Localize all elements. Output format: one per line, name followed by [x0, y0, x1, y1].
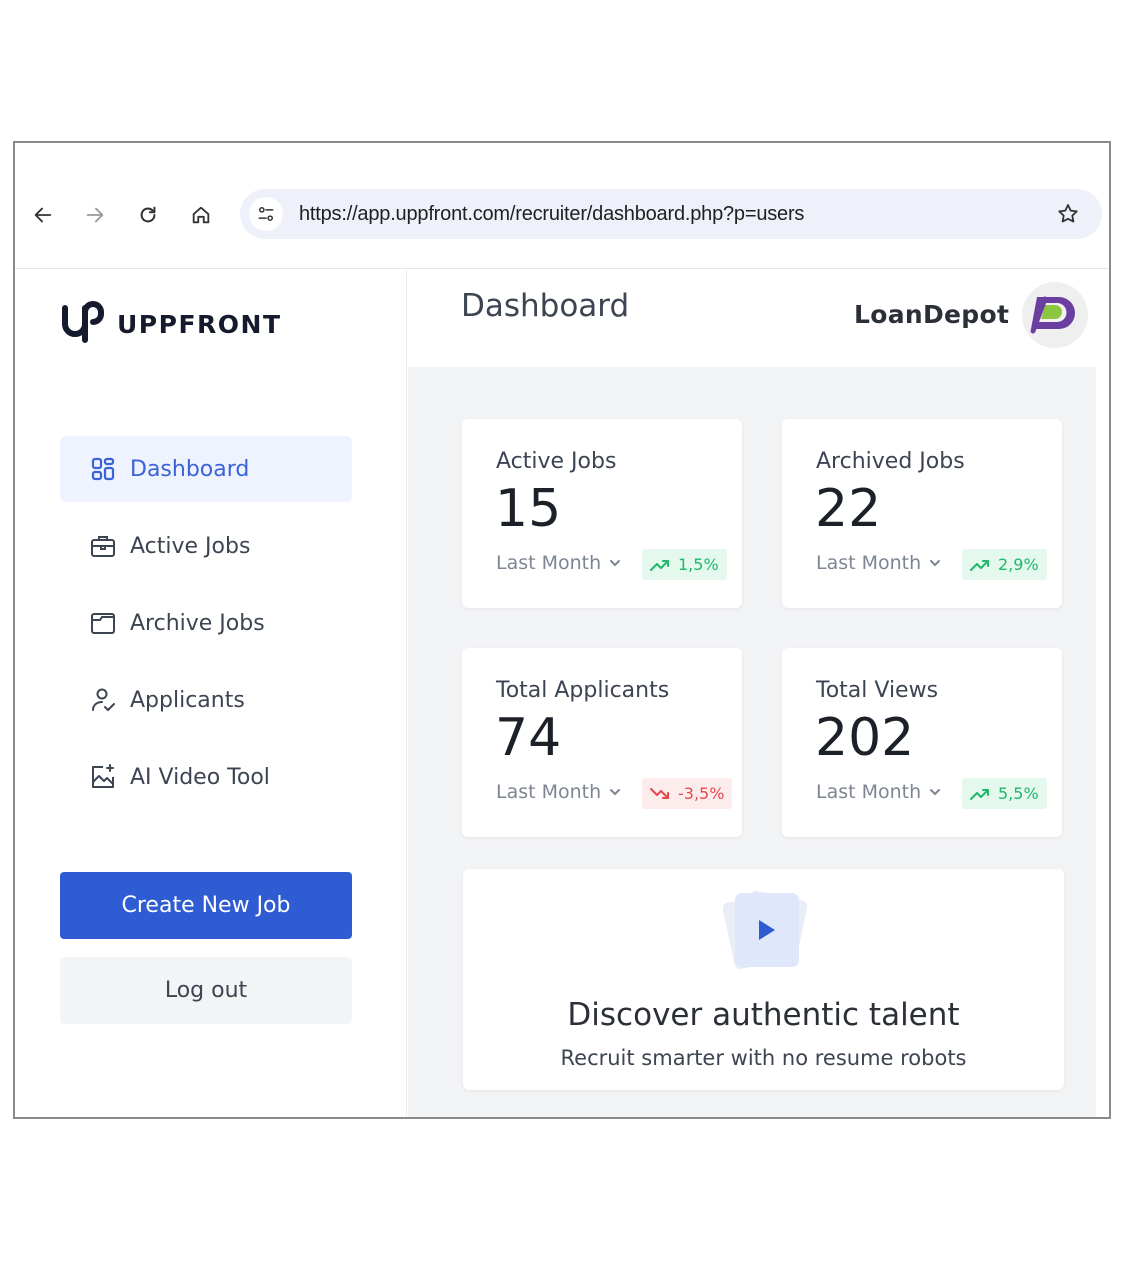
sidebar-item-active-jobs[interactable]: Active Jobs: [60, 513, 352, 579]
main-content: Active Jobs 15 Last Month 1,5% Archived …: [408, 367, 1096, 1117]
sidebar-item-label: AI Video Tool: [130, 764, 270, 790]
browser-toolbar: https://app.uppfront.com/recruiter/dashb…: [15, 143, 1109, 269]
sidebar-menu: Dashboard Active Jobs Archive Jobs Appli…: [60, 436, 352, 821]
promo-card: Discover authentic talent Recruit smarte…: [463, 869, 1064, 1090]
brand-name: UPPFRONT: [117, 309, 282, 339]
play-video-icon: [722, 890, 808, 970]
sidebar: UPPFRONT Dashboard Active Jobs Archive J…: [15, 270, 407, 1117]
stat-value: 22: [815, 479, 882, 539]
stat-card-total-views[interactable]: Total Views 202 Last Month 5,5%: [782, 648, 1062, 837]
arrow-left-icon: [34, 207, 52, 223]
stat-card-active-jobs[interactable]: Active Jobs 15 Last Month 1,5%: [462, 419, 742, 608]
trend-value: 2,9%: [998, 555, 1039, 574]
stat-value: 202: [815, 708, 915, 768]
trend-badge: 1,5%: [642, 549, 727, 580]
chevron-down-icon: [930, 560, 941, 567]
period-label: Last Month: [496, 552, 602, 574]
trend-badge: -3,5%: [642, 778, 733, 809]
stat-value: 74: [495, 708, 562, 768]
trend-up-icon: [650, 559, 669, 571]
page-header: Dashboard LoanDepot: [408, 270, 1109, 367]
avatar[interactable]: [1022, 282, 1088, 348]
stat-title: Active Jobs: [496, 449, 617, 474]
tune-icon: [258, 207, 274, 221]
sidebar-item-archive-jobs[interactable]: Archive Jobs: [60, 590, 352, 656]
stat-title: Archived Jobs: [816, 449, 965, 474]
stat-title: Total Views: [816, 678, 939, 703]
trend-value: 1,5%: [678, 555, 719, 574]
user-check-icon: [88, 685, 118, 715]
period-dropdown[interactable]: Last Month: [496, 552, 622, 574]
reload-button[interactable]: [134, 201, 162, 229]
arrow-right-icon: [86, 207, 104, 223]
back-button[interactable]: [29, 201, 57, 229]
chevron-down-icon: [610, 560, 621, 567]
sidebar-item-label: Archive Jobs: [130, 610, 265, 636]
trend-value: 5,5%: [998, 784, 1039, 803]
page-title: Dashboard: [461, 288, 630, 324]
period-label: Last Month: [496, 781, 602, 803]
company-logo-icon: [1030, 296, 1075, 334]
bookmark-button[interactable]: [1054, 200, 1082, 228]
briefcase-icon: [88, 531, 118, 561]
period-dropdown[interactable]: Last Month: [816, 552, 942, 574]
trend-up-icon: [970, 559, 989, 571]
uppfront-logo-icon: [59, 300, 107, 348]
folder-icon: [88, 608, 118, 638]
trend-badge: 5,5%: [962, 778, 1047, 809]
logout-button[interactable]: Log out: [60, 957, 352, 1024]
browser-window: https://app.uppfront.com/recruiter/dashb…: [13, 141, 1111, 1119]
create-new-job-button[interactable]: Create New Job: [60, 872, 352, 939]
reload-icon: [140, 206, 156, 223]
sidebar-item-dashboard[interactable]: Dashboard: [60, 436, 352, 502]
trend-value: -3,5%: [678, 784, 725, 803]
company-name: LoanDepot: [854, 300, 1010, 329]
brand-logo[interactable]: UPPFRONT: [59, 300, 282, 348]
sidebar-item-applicants[interactable]: Applicants: [60, 667, 352, 733]
star-icon: [1058, 204, 1078, 223]
dashboard-grid-icon: [88, 454, 118, 484]
trend-down-icon: [650, 787, 669, 799]
home-icon: [192, 206, 210, 224]
home-button[interactable]: [187, 201, 215, 229]
trend-badge: 2,9%: [962, 549, 1047, 580]
period-dropdown[interactable]: Last Month: [816, 781, 942, 803]
stat-title: Total Applicants: [496, 678, 670, 703]
image-sparkle-icon: [88, 762, 118, 792]
forward-button[interactable]: [81, 201, 109, 229]
promo-title: Discover authentic talent: [567, 997, 960, 1033]
period-dropdown[interactable]: Last Month: [496, 781, 622, 803]
sidebar-item-label: Dashboard: [130, 456, 250, 482]
address-bar[interactable]: https://app.uppfront.com/recruiter/dashb…: [240, 189, 1102, 239]
period-label: Last Month: [816, 781, 922, 803]
chevron-down-icon: [930, 789, 941, 796]
stat-card-archived-jobs[interactable]: Archived Jobs 22 Last Month 2,9%: [782, 419, 1062, 608]
promo-subtitle: Recruit smarter with no resume robots: [560, 1046, 967, 1070]
sidebar-item-label: Applicants: [130, 687, 245, 713]
period-label: Last Month: [816, 552, 922, 574]
chevron-down-icon: [610, 789, 621, 796]
sidebar-item-ai-video-tool[interactable]: AI Video Tool: [60, 744, 352, 810]
url-text[interactable]: https://app.uppfront.com/recruiter/dashb…: [299, 202, 805, 225]
trend-up-icon: [970, 788, 989, 800]
stat-value: 15: [495, 479, 562, 539]
sidebar-item-label: Active Jobs: [130, 533, 251, 559]
stat-card-total-applicants[interactable]: Total Applicants 74 Last Month -3,5%: [462, 648, 742, 837]
site-settings-button[interactable]: [249, 197, 283, 231]
video-play-button[interactable]: [718, 883, 810, 975]
